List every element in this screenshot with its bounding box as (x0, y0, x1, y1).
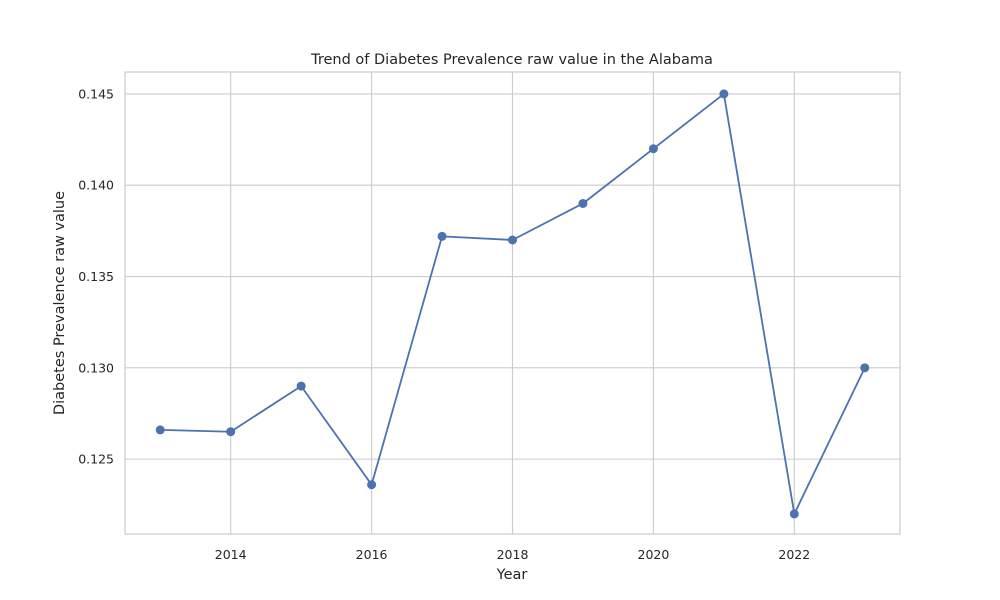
chart-title: Trend of Diabetes Prevalence raw value i… (310, 52, 713, 68)
y-tick-label: 0.135 (78, 269, 114, 284)
data-point-2015 (296, 381, 306, 391)
x-tick-label: 2016 (356, 547, 388, 562)
y-tick-label: 0.125 (78, 452, 114, 467)
grid-layer (125, 72, 900, 534)
y-tick-label: 0.140 (78, 178, 114, 193)
y-tick-label: 0.130 (78, 360, 114, 375)
x-tick-label: 2018 (497, 547, 529, 562)
data-point-2021 (719, 89, 729, 99)
data-point-2019 (578, 198, 588, 208)
x-tick-label: 2020 (638, 547, 670, 562)
x-tick-label: 2022 (778, 547, 810, 562)
data-point-2014 (226, 427, 236, 437)
data-layer (155, 89, 870, 519)
tick-layer: 2014 2016 2018 2020 2022 0.125 0.130 0.135 0.140… (78, 86, 810, 562)
data-point-2016 (367, 480, 377, 490)
data-point-2013 (155, 425, 165, 435)
data-point-2018 (508, 235, 517, 245)
data-point-2020 (648, 144, 658, 154)
data-point-2022 (789, 509, 799, 519)
plot-frame (124, 71, 901, 535)
x-tick-label: 2014 (215, 547, 247, 562)
y-tick-label: 0.145 (78, 86, 114, 101)
x-axis-label: Year (496, 567, 528, 583)
y-axis-label: Diabetes Prevalence raw value (52, 191, 68, 415)
data-point-2017 (437, 231, 447, 241)
data-point-2023 (860, 363, 870, 373)
